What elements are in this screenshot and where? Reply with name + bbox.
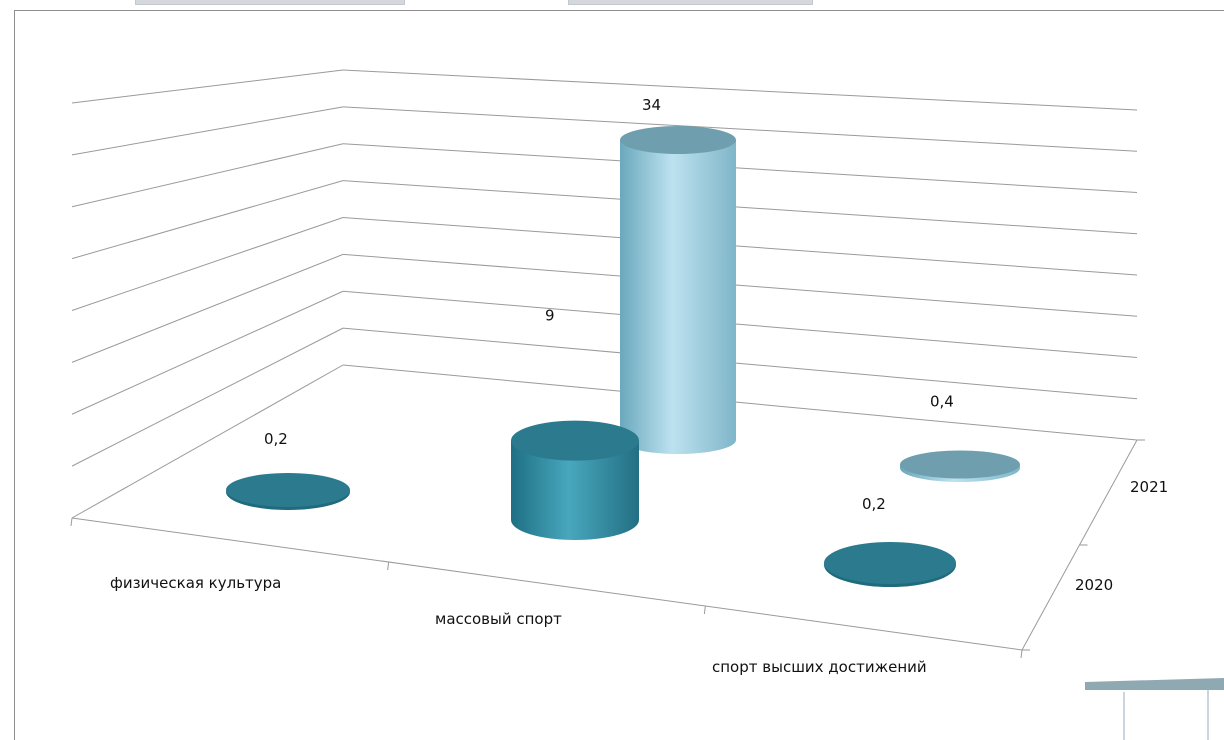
bar-2021-1-top bbox=[620, 126, 736, 154]
gridline-back-wall bbox=[342, 143, 1138, 193]
x-axis-line bbox=[71, 517, 1023, 651]
data-label: 0,2 bbox=[264, 430, 288, 448]
bars bbox=[226, 126, 1020, 587]
gridline-back-wall bbox=[342, 180, 1138, 235]
gridline-left-wall bbox=[71, 290, 344, 415]
depth-tick-label: 2020 bbox=[1075, 576, 1113, 594]
x-tick bbox=[70, 517, 73, 527]
bar-2021-1-body bbox=[620, 140, 736, 454]
gridline-back-wall bbox=[342, 327, 1138, 400]
labels: физическая культура массовый спорт спорт в… bbox=[110, 96, 1168, 676]
data-label: 34 bbox=[642, 96, 661, 114]
x-tick-label: физическая культура bbox=[110, 574, 281, 592]
axes bbox=[70, 439, 1145, 659]
x-tick bbox=[703, 605, 706, 615]
window-tab-right bbox=[568, 0, 813, 5]
adjacent-chart-corner bbox=[1085, 678, 1224, 740]
bar-2020-2-disc-top bbox=[824, 542, 956, 584]
gridline-back-wall bbox=[342, 290, 1138, 358]
gridline-left-wall bbox=[71, 327, 344, 467]
gridline-back-wall bbox=[342, 106, 1138, 152]
data-label: 0,4 bbox=[930, 392, 954, 410]
gridlines bbox=[71, 69, 1138, 519]
data-label: 9 bbox=[545, 307, 555, 325]
gridline-back-wall bbox=[342, 364, 1138, 441]
gridline-left-wall bbox=[71, 217, 344, 311]
gridline-left-wall bbox=[71, 143, 344, 208]
bar-2020-1-body bbox=[511, 440, 639, 540]
data-label: 0,2 bbox=[862, 495, 886, 513]
depth-tick-label: 2021 bbox=[1130, 478, 1168, 496]
gridline-left-wall bbox=[71, 364, 344, 519]
gridline-back-wall bbox=[342, 217, 1138, 276]
chart-frame bbox=[14, 10, 1224, 740]
window-tab-left bbox=[135, 0, 405, 5]
x-tick bbox=[387, 561, 390, 571]
x-tick-label: массовый спорт bbox=[435, 610, 562, 628]
bar-2020-0-disc-top bbox=[226, 473, 350, 507]
x-tick bbox=[1020, 649, 1023, 659]
x-tick-label: спорт высших достижений bbox=[712, 658, 927, 676]
gridline-left-wall bbox=[71, 253, 344, 363]
bar-2021-2-top bbox=[900, 450, 1020, 479]
bar-2020-1-top bbox=[511, 420, 639, 461]
gridline-left-wall bbox=[71, 106, 344, 156]
gridline-left-wall bbox=[71, 180, 344, 260]
gridline-back-wall bbox=[342, 253, 1138, 317]
gridline-back-wall bbox=[342, 69, 1138, 111]
gridline-left-wall bbox=[71, 69, 344, 104]
